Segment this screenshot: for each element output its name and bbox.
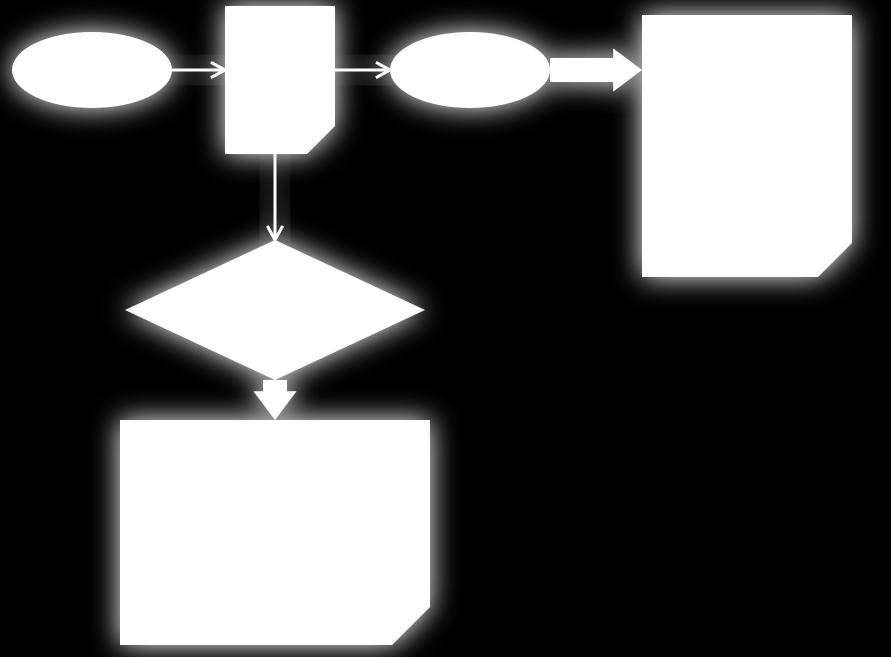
edge-e-ell2-to-cardR xyxy=(550,48,642,91)
nodes-layer xyxy=(12,6,852,645)
node-ellipse-right xyxy=(390,32,550,108)
node-diamond xyxy=(125,240,425,380)
edge-e-card-to-diamond xyxy=(267,154,282,240)
node-ellipse-left xyxy=(12,32,172,108)
node-card-right xyxy=(642,15,852,277)
edge-e-card-to-ell2 xyxy=(335,62,390,77)
node-card-top xyxy=(225,6,335,154)
node-card-bottom xyxy=(120,420,430,645)
edge-e-diamond-to-bot xyxy=(253,380,296,420)
edge-e-ell-to-card xyxy=(172,62,225,77)
flowchart-canvas xyxy=(0,0,891,657)
